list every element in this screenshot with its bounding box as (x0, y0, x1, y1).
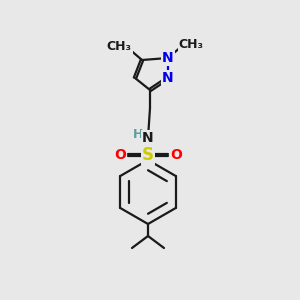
Text: N: N (142, 131, 154, 145)
Text: CH₃: CH₃ (178, 38, 203, 50)
Text: H: H (133, 128, 143, 140)
Text: N: N (162, 71, 174, 85)
Text: S: S (142, 146, 154, 164)
Text: N: N (162, 51, 174, 65)
Text: O: O (114, 148, 126, 162)
Text: CH₃: CH₃ (106, 40, 131, 52)
Text: O: O (170, 148, 182, 162)
